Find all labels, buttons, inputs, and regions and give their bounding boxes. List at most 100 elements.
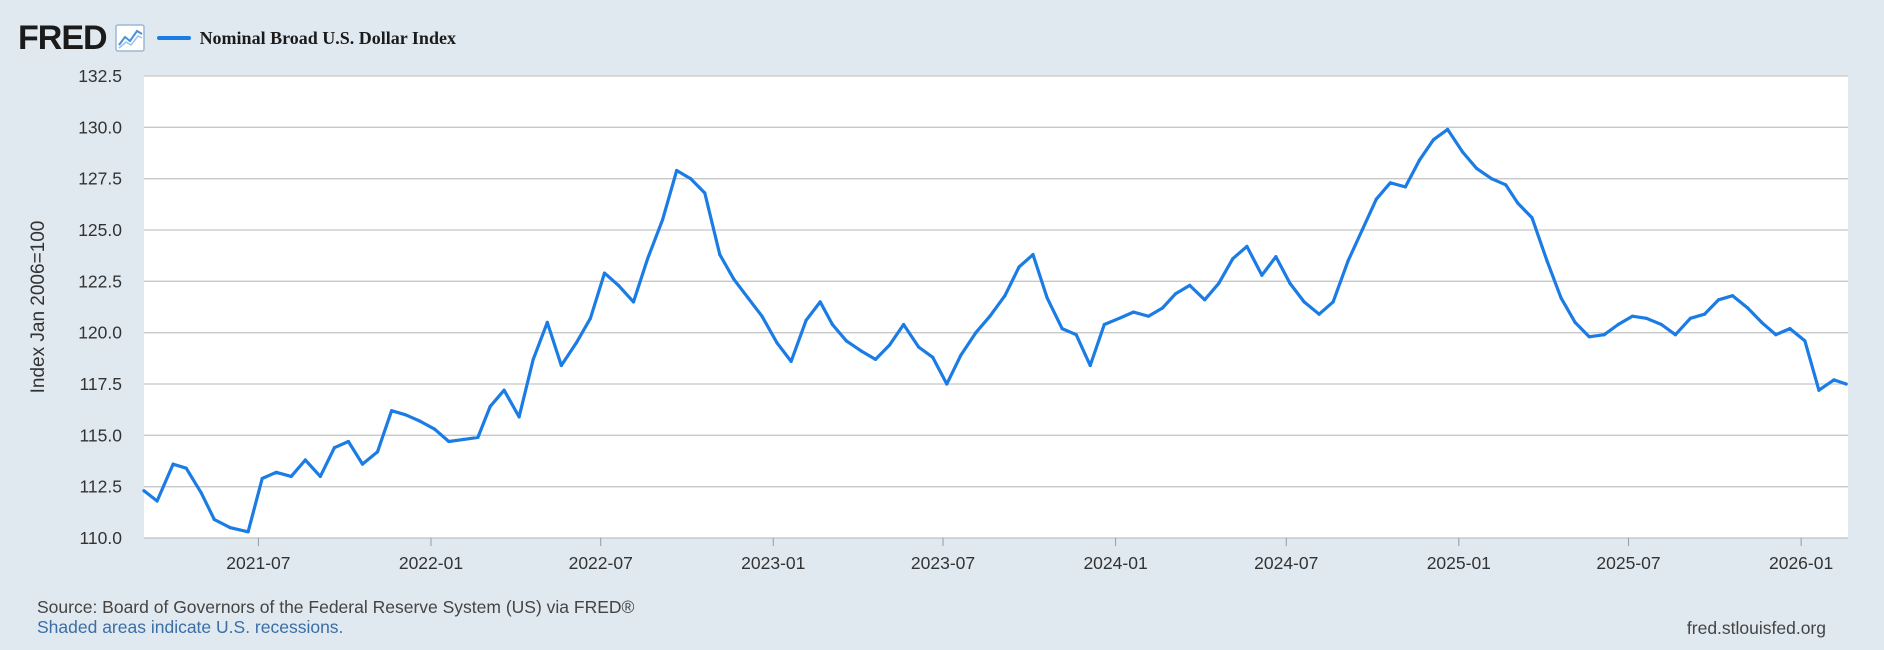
data-point [830, 322, 835, 327]
x-axis: 2021-07 2022-01 2022-07 2023-01 2023-07 2024-… [144, 537, 1848, 573]
data-point [404, 413, 408, 417]
graph-icon[interactable] [114, 24, 145, 52]
data-point [390, 409, 394, 413]
data-point [616, 283, 621, 287]
data-point [1446, 127, 1450, 131]
y-tick-label: 120.0 [78, 323, 122, 343]
data-point [1587, 335, 1591, 339]
data-point [760, 314, 764, 318]
data-point [1288, 281, 1292, 285]
data-point [859, 349, 864, 353]
data-point [602, 271, 607, 275]
x-tick-label: 2024-07 [1254, 553, 1318, 573]
data-point [1102, 322, 1106, 327]
data-point [559, 363, 563, 368]
data-point [718, 253, 722, 257]
data-point [1573, 320, 1577, 324]
data-point [447, 439, 451, 444]
data-point [1060, 327, 1064, 331]
data-point [184, 466, 188, 470]
x-tick-label: 2023-01 [741, 553, 805, 573]
data-point [260, 476, 264, 481]
data-point [1417, 158, 1421, 162]
data-point [375, 450, 380, 454]
data-point [246, 530, 250, 534]
line-chart: 110.0 112.5 115.0 117.5 120.0 122.5 125.0 127.5… [28, 66, 1848, 573]
data-point [902, 322, 906, 327]
data-point [171, 462, 175, 466]
data-point [646, 257, 650, 261]
data-point [844, 339, 849, 343]
x-tick-label: 2022-01 [399, 553, 463, 573]
y-tick-label: 130.0 [78, 117, 122, 137]
data-point [1688, 316, 1692, 320]
data-point [1774, 333, 1778, 337]
data-point [1803, 339, 1807, 343]
x-tick-label: 2026-01 [1769, 553, 1833, 573]
data-point [1388, 181, 1392, 185]
data-point [476, 435, 480, 439]
data-point [703, 191, 707, 195]
x-tick-label: 2021-07 [226, 553, 290, 573]
data-point [1017, 265, 1021, 269]
x-tick-label: 2024-01 [1083, 553, 1147, 573]
data-point [1188, 283, 1192, 287]
data-point [1644, 316, 1648, 320]
data-point [746, 296, 750, 300]
y-tick-label: 117.5 [80, 374, 123, 394]
data-point [212, 517, 216, 522]
data-point [517, 415, 521, 419]
data-point [1545, 259, 1549, 263]
data-point [142, 489, 146, 493]
data-point [1131, 310, 1135, 314]
data-point [1760, 320, 1764, 324]
data-point [1630, 314, 1634, 318]
data-point [1673, 333, 1677, 337]
data-point [974, 331, 978, 335]
data-point [1231, 257, 1235, 261]
y-tick-label: 127.5 [78, 169, 122, 189]
data-point [1274, 255, 1278, 259]
data-point [1717, 298, 1721, 302]
data-point [1245, 244, 1249, 248]
data-point [1530, 216, 1534, 220]
y-tick-label: 112.5 [80, 477, 123, 497]
data-point [433, 427, 437, 431]
data-point [917, 345, 921, 349]
data-point [1031, 253, 1035, 257]
recession-note: Shaded areas indicate U.S. recessions. [37, 617, 344, 637]
data-point [1302, 300, 1306, 304]
data-point [228, 526, 232, 530]
series-layer [142, 127, 1848, 534]
data-point [775, 341, 779, 345]
fred-logo[interactable]: FRED [18, 19, 108, 57]
y-axis: 110.0 112.5 115.0 117.5 120.0 122.5 125.0 127.5… [78, 66, 122, 548]
data-point [574, 341, 578, 345]
data-point [818, 300, 822, 304]
data-point [1003, 294, 1007, 298]
data-point [1602, 333, 1606, 337]
data-point [661, 218, 665, 222]
data-point [1746, 306, 1750, 310]
source-url[interactable]: fred.stlouisfed.org [1686, 618, 1826, 638]
data-point [1174, 292, 1178, 296]
data-point [945, 382, 949, 386]
data-point [1461, 150, 1465, 154]
data-point [360, 462, 365, 466]
data-point [1832, 378, 1836, 382]
data-point [1788, 327, 1792, 331]
data-point [1217, 281, 1221, 285]
data-point [689, 177, 693, 181]
data-point [1475, 166, 1479, 170]
data-point [675, 168, 679, 173]
data-point [274, 470, 278, 474]
data-point [789, 359, 793, 363]
data-point [1088, 363, 1092, 368]
x-tick-label: 2025-07 [1596, 553, 1660, 573]
data-point [346, 439, 350, 444]
data-point [1616, 322, 1620, 327]
data-point [1203, 298, 1207, 302]
chart-header: FRED Nominal Broad U.S. Dollar Index [18, 18, 456, 58]
y-tick-label: 115.0 [80, 425, 123, 445]
